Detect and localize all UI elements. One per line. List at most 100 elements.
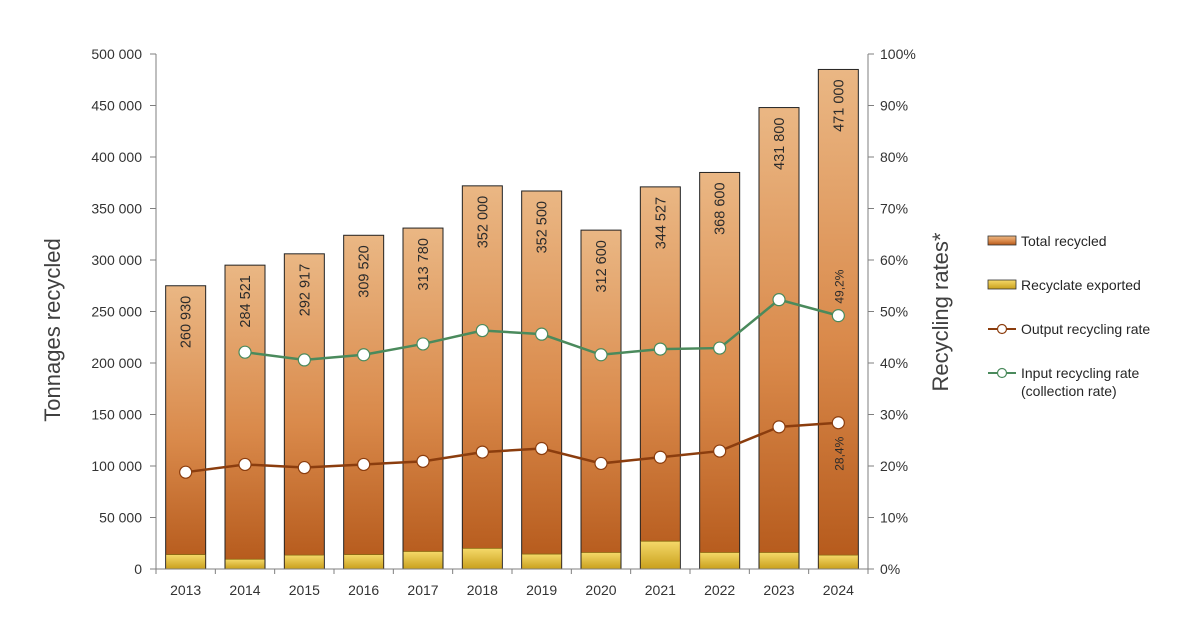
y-right-tick-label: 40% bbox=[880, 355, 908, 371]
y-right-tick-label: 10% bbox=[880, 510, 908, 526]
legend-label: Total recycled bbox=[1021, 233, 1107, 249]
y-left-tick-label: 250 000 bbox=[91, 304, 142, 320]
y-right-tick-label: 100% bbox=[880, 46, 916, 62]
y-right-tick-label: 0% bbox=[880, 561, 900, 577]
legend-label: Output recycling rate bbox=[1021, 321, 1150, 337]
bar-recyclate-exported bbox=[462, 548, 502, 569]
x-tick-label: 2019 bbox=[526, 582, 557, 598]
input-recycling-rate-point bbox=[535, 327, 549, 341]
output-recycling-rate-point bbox=[357, 457, 371, 472]
input-recycling-rate-point bbox=[475, 323, 489, 338]
bar-total-recycled bbox=[402, 227, 444, 570]
x-tick-label: 2014 bbox=[229, 582, 260, 598]
bar-recyclate-exported bbox=[344, 554, 384, 569]
y-left-tick-label: 400 000 bbox=[91, 149, 142, 165]
x-tick-label: 2020 bbox=[585, 582, 616, 598]
x-tick-label: 2018 bbox=[467, 582, 498, 598]
input-recycling-rate-point bbox=[713, 341, 727, 355]
bar-data-label: 309 520 bbox=[357, 245, 373, 297]
bar-recyclate-exported bbox=[522, 554, 562, 569]
input-recycling-rate-point bbox=[653, 342, 667, 356]
bar-total-recycled bbox=[283, 253, 325, 570]
legend-swatch bbox=[987, 235, 1017, 246]
legend-marker bbox=[996, 323, 1008, 335]
y-left-tick-label: 300 000 bbox=[91, 252, 142, 268]
bar-data-label: 312 600 bbox=[594, 240, 610, 292]
y-right-tick-label: 90% bbox=[880, 98, 908, 114]
input-recycling-rate-point bbox=[594, 348, 608, 362]
output-recycling-rate-point bbox=[594, 456, 608, 471]
bar-total-recycled bbox=[521, 190, 563, 570]
y-right-tick-label: 20% bbox=[880, 458, 908, 474]
input-recycling-rate-point bbox=[772, 293, 786, 307]
y-left-tick-label: 150 000 bbox=[91, 407, 142, 423]
y-right-tick-label: 70% bbox=[880, 201, 908, 217]
input-recycling-rate-point bbox=[831, 309, 845, 323]
y-left-tick-label: 450 000 bbox=[91, 98, 142, 114]
x-tick-label: 2013 bbox=[170, 582, 201, 598]
bar-data-label: 471 000 bbox=[831, 79, 847, 131]
output-rate-annotation: 28,4% bbox=[832, 436, 846, 470]
bar-recyclate-exported bbox=[640, 541, 680, 569]
x-tick-label: 2022 bbox=[704, 582, 735, 598]
y-axis-right: 0% 10% 20% 30% 40% 50% 60% 70% 80% 90% 100% bbox=[867, 46, 916, 577]
x-tick-label: 2016 bbox=[348, 582, 379, 598]
y-left-tick-label: 350 000 bbox=[91, 201, 142, 217]
y-left-tick-label: 0 bbox=[134, 561, 142, 577]
bar-data-label: 352 000 bbox=[475, 196, 491, 248]
y-axis-left-title: Tonnages recycled bbox=[40, 238, 65, 421]
x-tick-label: 2023 bbox=[763, 582, 794, 598]
x-tick-label: 2021 bbox=[645, 582, 676, 598]
output-recycling-rate-point bbox=[772, 420, 786, 434]
bar-total-recycled bbox=[224, 264, 266, 570]
y-left-tick-label: 100 000 bbox=[91, 458, 142, 474]
bar-recyclate-exported bbox=[225, 559, 265, 569]
x-tick-label: 2017 bbox=[407, 582, 438, 598]
y-left-tick-label: 500 000 bbox=[91, 46, 142, 62]
output-recycling-rate-point bbox=[535, 441, 549, 456]
bar-recyclate-exported bbox=[818, 555, 858, 569]
bar-total-recycled bbox=[758, 107, 800, 570]
y-right-tick-label: 80% bbox=[880, 149, 908, 165]
bar-recyclate-exported bbox=[700, 552, 740, 569]
output-recycling-rate-point bbox=[297, 460, 311, 475]
output-recycling-rate-line bbox=[185, 421, 839, 474]
bar-data-label: 431 800 bbox=[772, 118, 788, 170]
bar-data-label: 284 521 bbox=[238, 275, 254, 327]
x-tick-label: 2015 bbox=[289, 582, 320, 598]
input-recycling-rate-point bbox=[297, 353, 311, 367]
bar-data-label: 292 917 bbox=[297, 264, 313, 316]
legend-swatch bbox=[987, 279, 1017, 290]
bar-data-label: 352 500 bbox=[535, 201, 551, 253]
y-left-tick-label: 200 000 bbox=[91, 355, 142, 371]
output-recycling-rate-point bbox=[238, 457, 252, 472]
legend-marker bbox=[996, 367, 1008, 379]
x-tick-label: 2024 bbox=[823, 582, 854, 598]
bar-recyclate-exported bbox=[581, 552, 621, 569]
output-recycling-rate-point bbox=[653, 450, 667, 464]
input-recycling-rate-point bbox=[238, 345, 252, 359]
output-recycling-rate-point bbox=[831, 416, 845, 430]
output-recycling-rate-point bbox=[179, 465, 193, 479]
x-axis: 2013 2014 2015 2016 2017 2018 2019 2020 2021 2022… bbox=[155, 568, 869, 598]
output-recycling-rate-point bbox=[416, 454, 430, 468]
bar-recyclate-exported bbox=[284, 555, 324, 569]
bar-total-recycled bbox=[343, 234, 385, 570]
legend-label-line2: (collection rate) bbox=[1021, 383, 1117, 399]
y-axis-left: 0 50 000 100 000 150 000 200 000 250 000 300 0… bbox=[91, 46, 157, 577]
legend-label: Input recycling rate bbox=[1021, 365, 1139, 381]
output-recycling-rate-point bbox=[475, 445, 489, 459]
bar-data-label: 368 600 bbox=[713, 182, 729, 234]
bar-data-label: 260 930 bbox=[179, 296, 195, 348]
bar-data-label: 313 780 bbox=[416, 238, 432, 290]
bar-total-recycled bbox=[639, 186, 681, 570]
legend-label: Recyclate exported bbox=[1021, 277, 1141, 293]
bar-recyclate-exported bbox=[403, 551, 443, 569]
lines-group: 49,2% 28,4% bbox=[179, 269, 846, 479]
y-axis-right-title: Recycling rates* bbox=[928, 232, 953, 391]
legend: Total recycled Recyclate exported Output r… bbox=[987, 233, 1150, 399]
bar-recyclate-exported bbox=[759, 552, 799, 569]
bar-total-recycled bbox=[165, 285, 207, 570]
bar-recyclate-exported bbox=[166, 554, 206, 569]
